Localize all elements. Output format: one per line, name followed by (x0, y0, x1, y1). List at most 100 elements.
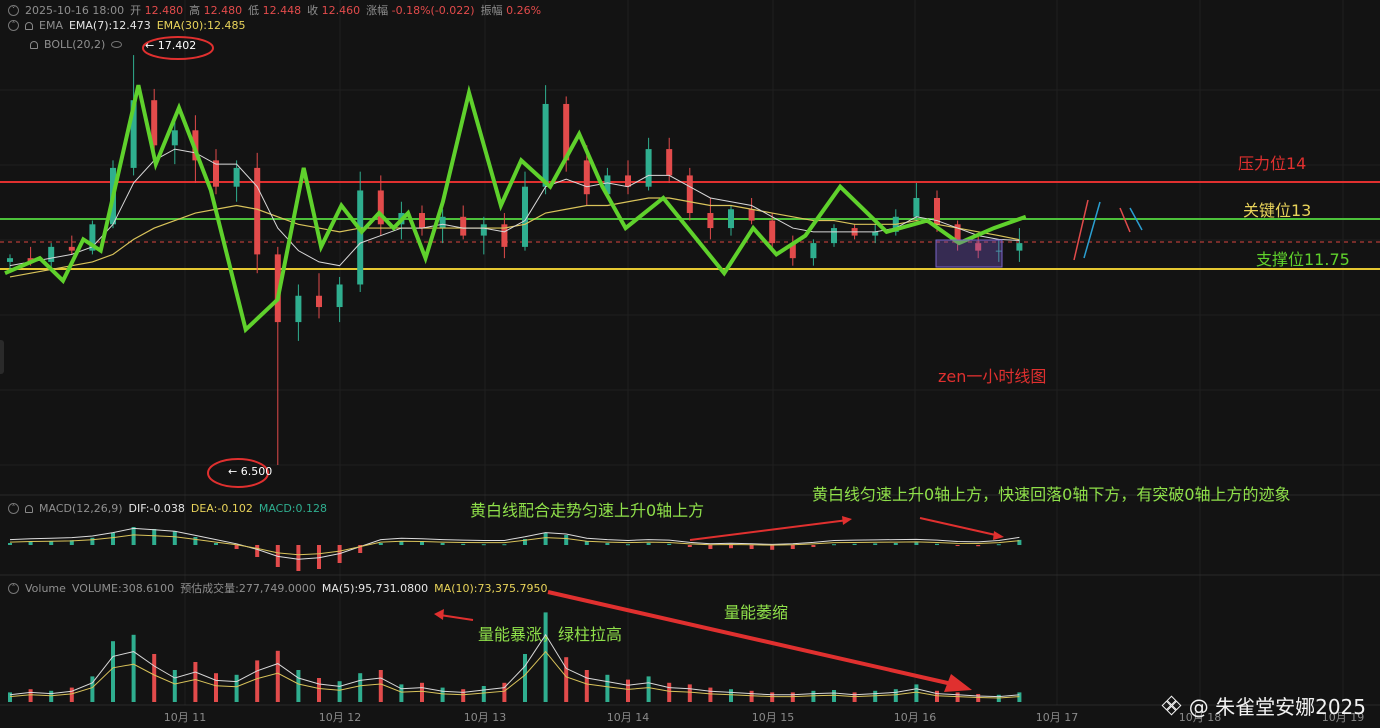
watermark-text: @ 朱雀堂安娜2025 (1188, 695, 1366, 719)
volume-bar (152, 654, 157, 702)
volume-bar (626, 679, 630, 702)
volume-bar (955, 692, 960, 702)
candle-body (913, 197, 920, 217)
collapse-icon[interactable]: ˄ (8, 20, 19, 31)
candle-body (954, 224, 961, 244)
low-marker-circle (207, 458, 269, 488)
macd-histogram-bar (811, 545, 816, 547)
ohlc-amplitude: 振幅 0.26% (480, 4, 542, 17)
bell-icon[interactable] (25, 21, 33, 30)
high-marker-circle (142, 36, 214, 60)
macd-arrow (919, 517, 1001, 537)
candle-body (295, 295, 302, 323)
volume-bar (832, 690, 836, 702)
ema7-line (9, 148, 1020, 267)
macd-histogram-bar (749, 545, 754, 549)
ohlc-open: 开 12.480 (130, 4, 184, 17)
macd-histogram-bar (708, 545, 713, 549)
candle-body (377, 190, 384, 225)
ema30-line (9, 197, 1020, 278)
collapse-icon[interactable]: ˄ (8, 503, 19, 514)
candle-body (316, 295, 322, 308)
macd-histogram-bar (770, 545, 775, 550)
volume-note-1: 量能暴涨，绿柱拉高 (478, 625, 623, 644)
candle-body (419, 213, 425, 229)
side-panel-handle[interactable] (0, 340, 4, 374)
x-tick-label: 10月 12 (319, 711, 362, 724)
volume-bar (873, 690, 878, 702)
volume-bar (811, 690, 816, 702)
macd-histogram-bar (976, 545, 981, 547)
volume-legend[interactable]: ˄ Volume VOLUME:308.6100 预估成交量:277,749.0… (8, 580, 547, 596)
support-label: 支撑位11.75 (1256, 250, 1350, 269)
ema-legend[interactable]: ˄ EMA EMA(7):12.473 EMA(30):12.485 (8, 19, 245, 32)
zigzag-trend-line (4, 84, 1027, 334)
candle-body (254, 167, 261, 255)
macd-histogram-bar (687, 545, 692, 547)
macd-histogram-bar (481, 544, 486, 546)
volume-bar (790, 692, 795, 702)
macd-histogram-bar (234, 545, 239, 549)
bell-icon[interactable] (30, 40, 38, 49)
candle-body (789, 243, 796, 259)
macd-note-1: 黄白线配合走势匀速上升0轴上方 (470, 501, 705, 520)
x-tick-label: 10月 11 (164, 711, 207, 724)
candle-body (707, 213, 714, 229)
macd-histogram-bar (852, 543, 857, 545)
macd-histogram-bar (523, 539, 527, 545)
volume-bar (523, 654, 527, 702)
candle-body (213, 160, 219, 187)
macd-dea-line (9, 534, 1020, 556)
volume-bar (605, 674, 610, 702)
volume-bar (296, 670, 301, 702)
macd-dif: DIF:-0.038 (128, 502, 185, 515)
volume-bar (770, 692, 775, 702)
candle-body (872, 231, 879, 236)
macd-histogram-bar (255, 545, 260, 557)
candle-body (522, 186, 528, 247)
x-tick-label: 10月 17 (1036, 711, 1079, 724)
volume-bar (543, 612, 548, 702)
projection-stroke (1073, 199, 1089, 261)
chevron-down-icon[interactable]: ˅ (8, 4, 19, 16)
key-level-label: 关键位13 (1243, 201, 1312, 220)
hidden-eye-icon[interactable] (111, 41, 123, 48)
volume-ma5-line (9, 633, 1020, 698)
candle-body (563, 103, 570, 161)
ohlc-close: 收 12.460 (307, 4, 361, 17)
projection-stroke (1119, 207, 1131, 233)
candle-body (748, 209, 755, 221)
candle-body (48, 246, 55, 262)
ema30-value: EMA(30):12.485 (156, 19, 246, 32)
volume-bar (440, 687, 445, 702)
bell-icon[interactable] (25, 504, 33, 513)
ohlc-low: 低 12.448 (248, 4, 302, 17)
boll-legend[interactable]: BOLL(20,2) (30, 38, 123, 51)
volume-bar (131, 634, 136, 702)
volume-bar (461, 689, 466, 702)
volume-bar (935, 690, 939, 702)
x-tick-label: 10月 14 (607, 711, 650, 724)
macd-histogram-bar (832, 544, 836, 546)
high-price-marker: ← 17.402 (145, 39, 197, 52)
macd-histogram-bar (193, 537, 198, 545)
macd-dea: DEA:-0.102 (190, 502, 253, 515)
candle-body (460, 216, 467, 236)
candle-body (728, 209, 734, 229)
resistance-label: 压力位14 (1238, 154, 1307, 173)
volume-bar (234, 674, 239, 702)
collapse-icon[interactable]: ˄ (8, 582, 19, 594)
candle-body (645, 149, 652, 187)
chart-title-annotation: zen一小时线图 (938, 367, 1047, 386)
macd-dif-line (9, 527, 1020, 560)
volume-bar (502, 682, 507, 702)
macd-histogram-bar (317, 545, 321, 569)
macd-name: MACD(12,26,9) (39, 502, 123, 515)
x-tick-label: 10月 16 (894, 711, 937, 724)
ohlc-header: ˅ 2025-10-16 18:00 开 12.480 高 12.480 低 1… (8, 2, 541, 18)
volume-bar (49, 690, 54, 702)
ohlc-change: 涨幅 -0.18%(-0.022) (366, 4, 475, 17)
macd-legend[interactable]: ˄ MACD(12,26,9) DIF:-0.038 DEA:-0.102 MA… (8, 502, 327, 515)
macd-arrowhead (842, 516, 852, 525)
